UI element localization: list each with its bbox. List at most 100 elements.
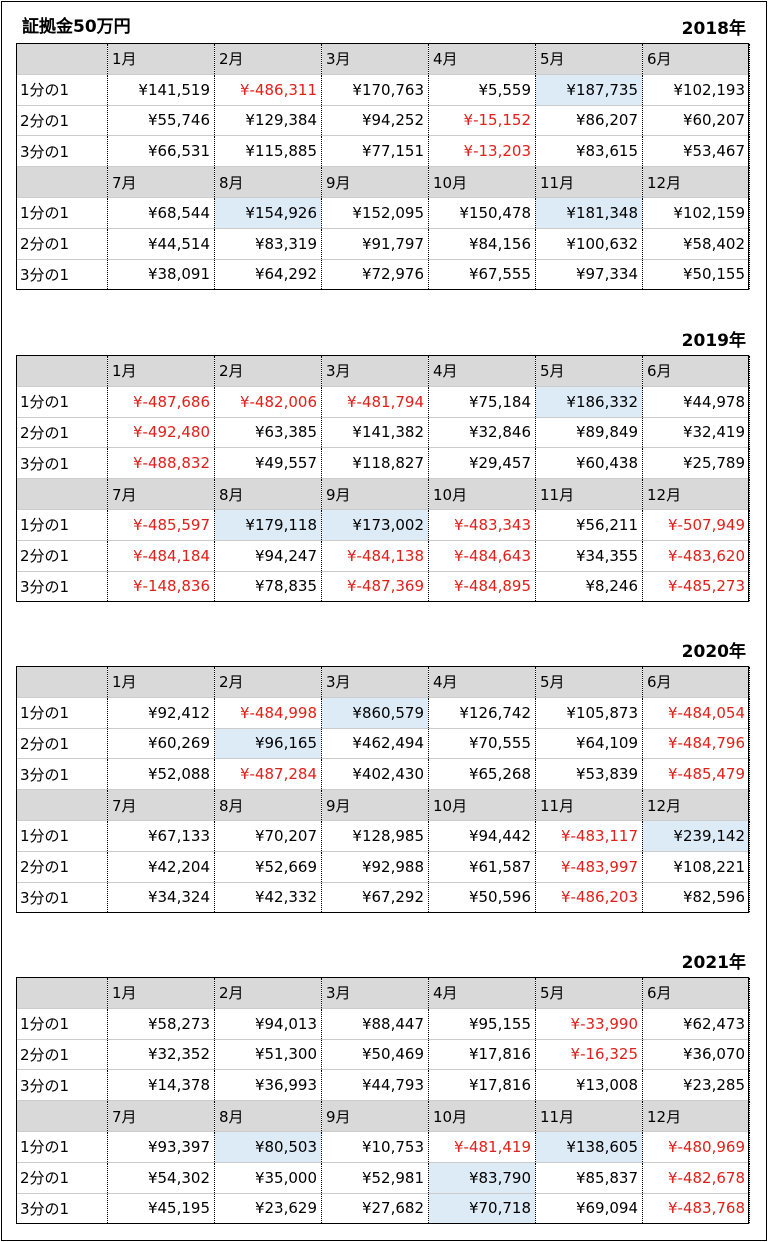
value-cell[interactable]: ¥17,816 [428,1069,536,1102]
value-cell[interactable]: ¥462,494 [321,727,429,760]
value-cell[interactable]: ¥8,246 [535,570,643,603]
value-cell[interactable]: ¥-487,369 [321,570,429,603]
value-cell[interactable]: ¥29,457 [428,447,536,480]
row-label-cell[interactable]: 2分の1 [16,1038,108,1071]
month-header-cell[interactable]: 1月 [107,355,215,387]
value-cell[interactable]: ¥42,332 [214,881,322,914]
value-cell[interactable]: ¥67,133 [107,819,215,852]
month-header-cell[interactable]: 7月 [107,478,215,510]
value-cell[interactable]: ¥62,473 [642,1007,750,1040]
month-header-cell[interactable]: 8月 [214,166,322,198]
month-header-cell[interactable]: 3月 [321,43,429,75]
value-cell[interactable]: ¥102,193 [642,73,750,106]
month-header-cell[interactable]: 5月 [535,43,643,75]
value-cell[interactable]: ¥-483,997 [535,850,643,883]
value-cell[interactable]: ¥68,544 [107,196,215,229]
value-cell[interactable]: ¥32,846 [428,416,536,449]
value-cell[interactable]: ¥92,412 [107,696,215,729]
month-header-cell[interactable]: 2月 [214,666,322,698]
value-cell[interactable]: ¥88,447 [321,1007,429,1040]
value-cell[interactable]: ¥83,615 [535,135,643,168]
value-cell[interactable]: ¥63,385 [214,416,322,449]
value-cell[interactable]: ¥82,596 [642,881,750,914]
value-cell[interactable]: ¥50,155 [642,258,750,291]
value-cell[interactable]: ¥42,204 [107,850,215,883]
month-header-cell[interactable]: 3月 [321,666,429,698]
value-cell[interactable]: ¥25,789 [642,447,750,480]
value-cell[interactable]: ¥70,555 [428,727,536,760]
value-cell[interactable]: ¥102,159 [642,196,750,229]
header-corner-cell[interactable] [16,355,108,387]
value-cell[interactable]: ¥-148,836 [107,570,215,603]
value-cell[interactable]: ¥35,000 [214,1161,322,1194]
month-header-cell[interactable]: 6月 [642,43,750,75]
value-cell[interactable]: ¥128,985 [321,819,429,852]
value-cell[interactable]: ¥-33,990 [535,1007,643,1040]
month-header-cell[interactable]: 9月 [321,1100,429,1132]
month-header-cell[interactable]: 6月 [642,355,750,387]
value-cell[interactable]: ¥13,008 [535,1069,643,1102]
month-header-cell[interactable]: 8月 [214,1100,322,1132]
value-cell[interactable]: ¥34,355 [535,539,643,572]
value-cell[interactable]: ¥44,978 [642,385,750,418]
value-cell[interactable]: ¥-16,325 [535,1038,643,1071]
value-cell[interactable]: ¥67,555 [428,258,536,291]
value-cell[interactable]: ¥181,348 [535,196,643,229]
value-cell[interactable]: ¥-485,597 [107,508,215,541]
month-header-cell[interactable]: 4月 [428,355,536,387]
value-cell[interactable]: ¥34,324 [107,881,215,914]
month-header-cell[interactable]: 6月 [642,977,750,1009]
value-cell[interactable]: ¥50,596 [428,881,536,914]
value-cell[interactable]: ¥115,885 [214,135,322,168]
value-cell[interactable]: ¥100,632 [535,227,643,260]
month-header-cell[interactable]: 5月 [535,977,643,1009]
value-cell[interactable]: ¥32,352 [107,1038,215,1071]
value-cell[interactable]: ¥170,763 [321,73,429,106]
month-header-cell[interactable]: 11月 [535,166,643,198]
row-label-cell[interactable]: 2分の1 [16,850,108,883]
month-header-cell[interactable]: 3月 [321,355,429,387]
value-cell[interactable]: ¥83,790 [428,1161,536,1194]
value-cell[interactable]: ¥53,467 [642,135,750,168]
value-cell[interactable]: ¥60,438 [535,447,643,480]
value-cell[interactable]: ¥23,629 [214,1192,322,1225]
row-label-cell[interactable]: 3分の1 [16,881,108,914]
value-cell[interactable]: ¥-486,203 [535,881,643,914]
month-header-cell[interactable]: 3月 [321,977,429,1009]
month-header-cell[interactable]: 5月 [535,355,643,387]
value-cell[interactable]: ¥-480,969 [642,1130,750,1163]
value-cell[interactable]: ¥50,469 [321,1038,429,1071]
value-cell[interactable]: ¥94,013 [214,1007,322,1040]
value-cell[interactable]: ¥-482,678 [642,1161,750,1194]
value-cell[interactable]: ¥-485,479 [642,758,750,791]
header-corner-cell[interactable] [16,43,108,75]
value-cell[interactable]: ¥126,742 [428,696,536,729]
value-cell[interactable]: ¥70,718 [428,1192,536,1225]
value-cell[interactable]: ¥94,247 [214,539,322,572]
row-label-cell[interactable]: 2分の1 [16,227,108,260]
month-header-cell[interactable]: 2月 [214,43,322,75]
row-label-cell[interactable]: 3分の1 [16,1192,108,1225]
row-label-cell[interactable]: 1分の1 [16,696,108,729]
value-cell[interactable]: ¥64,109 [535,727,643,760]
month-header-cell[interactable]: 12月 [642,166,750,198]
value-cell[interactable]: ¥-481,794 [321,385,429,418]
row-label-cell[interactable]: 2分の1 [16,1161,108,1194]
value-cell[interactable]: ¥72,976 [321,258,429,291]
value-cell[interactable]: ¥141,382 [321,416,429,449]
value-cell[interactable]: ¥54,302 [107,1161,215,1194]
value-cell[interactable]: ¥-15,152 [428,104,536,137]
value-cell[interactable]: ¥-484,054 [642,696,750,729]
value-cell[interactable]: ¥23,285 [642,1069,750,1102]
row-label-cell[interactable]: 1分の1 [16,1130,108,1163]
value-cell[interactable]: ¥129,384 [214,104,322,137]
value-cell[interactable]: ¥97,334 [535,258,643,291]
value-cell[interactable]: ¥80,503 [214,1130,322,1163]
month-header-cell[interactable]: 2月 [214,977,322,1009]
value-cell[interactable]: ¥-492,480 [107,416,215,449]
month-header-cell[interactable]: 1月 [107,666,215,698]
value-cell[interactable]: ¥17,816 [428,1038,536,1071]
row-label-cell[interactable]: 3分の1 [16,570,108,603]
row-label-cell[interactable]: 3分の1 [16,258,108,291]
value-cell[interactable]: ¥44,514 [107,227,215,260]
